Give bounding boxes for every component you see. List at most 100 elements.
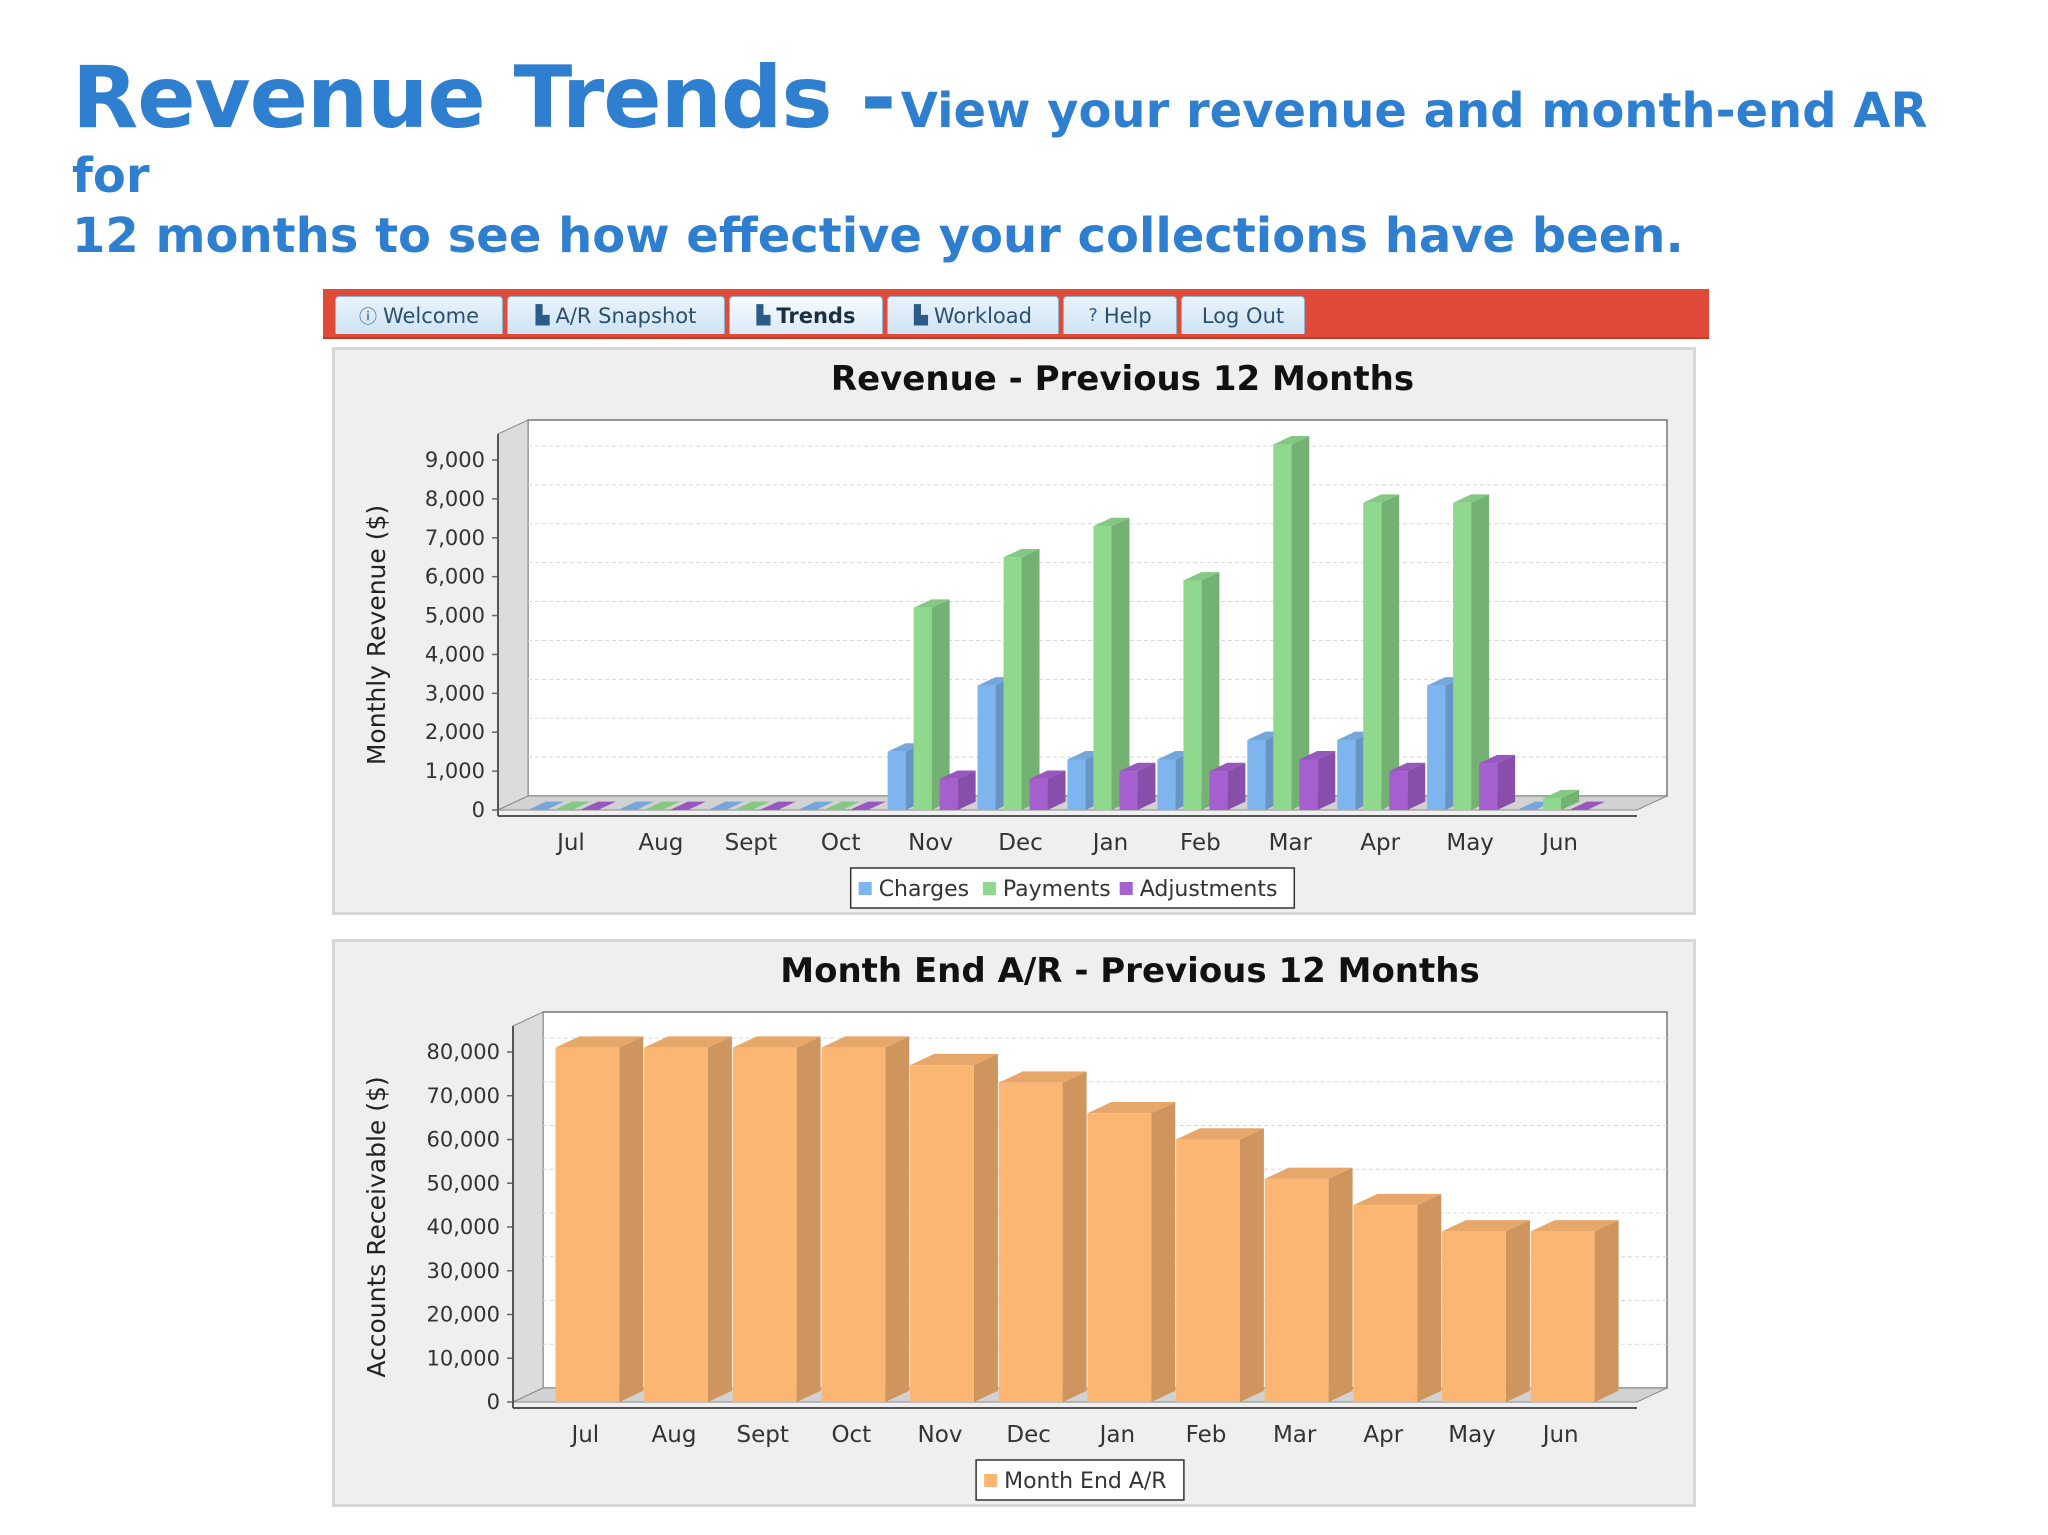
bar-month-end-ar <box>555 1036 644 1402</box>
bar-adjustments <box>1119 762 1156 810</box>
x-tick-label: Mar <box>1269 830 1313 856</box>
tab-ar-snapshot[interactable]: ▙ A/R Snapshot <box>507 296 725 334</box>
x-tick-label: Jun <box>1540 830 1578 856</box>
bar-payments <box>733 801 770 810</box>
chart-title: Revenue - Previous 12 Months <box>831 359 1414 399</box>
bar-month-end-ar <box>644 1036 732 1402</box>
x-tick-label: Aug <box>652 1422 697 1448</box>
bar-adjustments <box>1479 754 1516 810</box>
legend: Charges Payments Adjustments <box>849 867 1296 909</box>
bar-payments <box>1363 494 1400 810</box>
legend-label: Month End A/R <box>1004 1469 1167 1494</box>
bar-adjustments <box>1299 751 1336 810</box>
bar-chart-icon: ▙ <box>535 305 550 326</box>
bar-month-end-ar <box>910 1053 998 1402</box>
bar-payments <box>913 599 950 810</box>
y-tick-label: 2,000 <box>425 720 485 744</box>
y-tick-label: 30,000 <box>427 1259 500 1283</box>
bar-month-end-ar <box>1530 1220 1619 1402</box>
x-tick-label: Nov <box>908 830 953 856</box>
app-window: ⓘ Welcome ▙ A/R Snapshot ▙ Trends ▙ Work… <box>323 289 1711 1535</box>
x-tick-label: Apr <box>1363 1422 1403 1448</box>
y-axis-label: Accounts Receivable ($) <box>362 1076 391 1377</box>
bar-month-end-ar <box>732 1036 821 1402</box>
bar-adjustments <box>1569 801 1606 810</box>
tab-label: Workload <box>933 303 1032 328</box>
legend-label: Charges <box>879 877 969 902</box>
tab-label: Trends <box>776 303 856 328</box>
tab-help[interactable]: ? Help <box>1063 296 1177 334</box>
y-tick-label: 5,000 <box>425 604 485 628</box>
y-tick-label: 20,000 <box>427 1303 500 1327</box>
y-tick-label: 7,000 <box>425 526 485 550</box>
info-icon: ⓘ <box>358 306 377 328</box>
bar-month-end-ar <box>1176 1128 1264 1402</box>
tab-welcome[interactable]: ⓘ Welcome <box>335 296 503 334</box>
x-tick-label: Sept <box>725 830 777 856</box>
x-tick-label: Feb <box>1180 830 1221 856</box>
legend-label: Payments <box>1003 877 1111 902</box>
bar-payments <box>823 801 860 810</box>
bar-adjustments <box>1389 762 1426 810</box>
bar-payments <box>553 801 590 810</box>
y-tick-label: 50,000 <box>427 1171 500 1195</box>
headline-subtitle-part2: 12 months to see how effective your coll… <box>72 208 1684 264</box>
legend: Month End A/R <box>975 1459 1185 1501</box>
x-tick-label: Jul <box>555 830 585 856</box>
bar-payments <box>1003 548 1040 810</box>
x-tick-label: May <box>1448 1422 1496 1448</box>
x-tick-label: Jun <box>1541 1422 1579 1448</box>
bar-adjustments <box>939 770 976 810</box>
y-tick-label: 70,000 <box>427 1084 500 1108</box>
x-tick-label: Oct <box>831 1422 871 1448</box>
tab-workload[interactable]: ▙ Workload <box>887 296 1059 334</box>
bar-charges <box>707 801 744 810</box>
bar-payments <box>1453 494 1490 810</box>
bar-month-end-ar <box>1264 1167 1353 1402</box>
x-tick-label: Sept <box>736 1422 788 1448</box>
tab-log-out[interactable]: Log Out <box>1181 296 1305 334</box>
y-tick-label: 10,000 <box>427 1346 500 1370</box>
bar-payments <box>643 801 680 810</box>
y-tick-label: 9,000 <box>425 448 485 472</box>
x-tick-label: Dec <box>998 830 1043 856</box>
bar-adjustments <box>1029 770 1066 810</box>
legend-box <box>849 867 1296 909</box>
bar-chart-icon: ▙ <box>914 305 928 326</box>
bar-month-end-ar <box>1087 1102 1176 1402</box>
plot-left-wall <box>497 419 529 811</box>
x-tick-label: May <box>1446 830 1494 856</box>
tab-label: A/R Snapshot <box>555 303 697 328</box>
bar-payments <box>1183 572 1220 810</box>
x-tick-label: Feb <box>1186 1422 1227 1448</box>
bar-adjustments <box>579 801 616 810</box>
bar-payments <box>1093 517 1130 810</box>
bar-charges <box>527 801 564 810</box>
tab-trends[interactable]: ▙ Trends <box>729 296 883 334</box>
chart-title: Month End A/R - Previous 12 Months <box>780 951 1479 991</box>
tab-label: Welcome <box>382 303 480 328</box>
bar-month-end-ar <box>1353 1193 1442 1402</box>
y-tick-label: 80,000 <box>427 1040 500 1064</box>
x-tick-label: Jan <box>1091 830 1128 856</box>
legend-box <box>975 1459 1185 1501</box>
bar-month-end-ar <box>821 1036 910 1402</box>
bar-payments <box>1273 436 1310 810</box>
y-axis-label: Monthly Revenue ($) <box>362 505 391 765</box>
headline-subtitle-part1: View your revenue and month-end AR for <box>72 83 1928 204</box>
bar-month-end-ar <box>998 1071 1087 1402</box>
x-tick-label: Nov <box>918 1422 963 1448</box>
x-tick-label: Oct <box>821 830 861 856</box>
plot-left-wall <box>512 1011 544 1403</box>
y-tick-label: 1,000 <box>425 759 485 783</box>
headline-title: Revenue Trends - <box>72 48 896 148</box>
ar-chart: Month End A/R - Previous 12 Months 0 10,00… <box>362 951 1668 1501</box>
tab-label: Log Out <box>1201 303 1285 328</box>
bar-adjustments <box>849 801 886 810</box>
x-tick-label: Aug <box>638 830 683 856</box>
bar-chart-icon: ▙ <box>756 305 771 326</box>
x-tick-label: Apr <box>1360 830 1400 856</box>
x-tick-label: Mar <box>1273 1422 1317 1448</box>
bar-charges <box>797 801 834 810</box>
y-tick-label: 3,000 <box>425 681 485 705</box>
